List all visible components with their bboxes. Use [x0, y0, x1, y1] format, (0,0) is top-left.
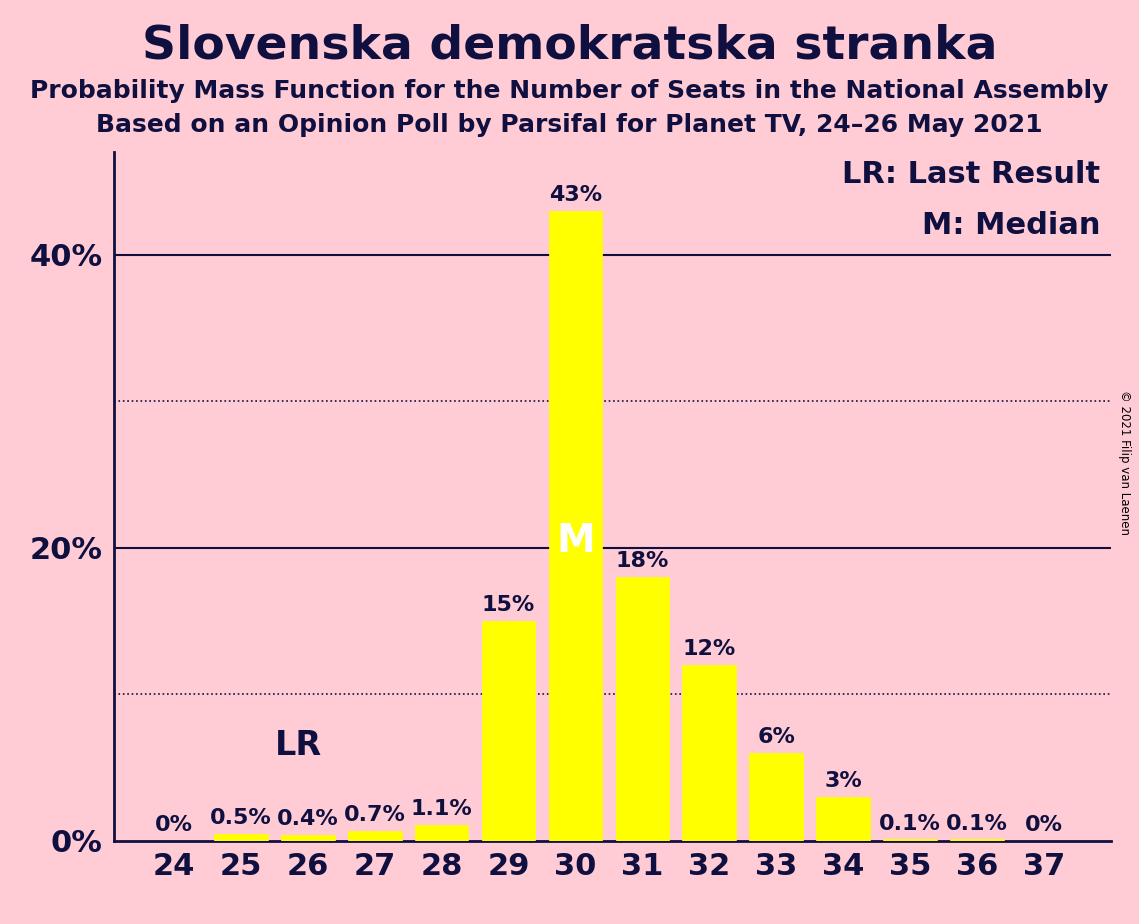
Text: 0%: 0% [155, 815, 194, 835]
Text: © 2021 Filip van Laenen: © 2021 Filip van Laenen [1118, 390, 1131, 534]
Bar [349, 831, 402, 841]
Text: 0%: 0% [1025, 815, 1063, 835]
Bar [482, 621, 535, 841]
Text: 6%: 6% [757, 727, 795, 748]
Text: 43%: 43% [549, 185, 603, 205]
Text: 12%: 12% [682, 639, 736, 659]
Text: M: Median: M: Median [921, 211, 1100, 240]
Text: 0.4%: 0.4% [277, 809, 338, 829]
Bar [214, 833, 268, 841]
Text: 0.1%: 0.1% [945, 813, 1008, 833]
Text: 18%: 18% [615, 552, 669, 571]
Text: 0.5%: 0.5% [210, 808, 272, 828]
Text: 15%: 15% [482, 595, 535, 615]
Bar [415, 825, 468, 841]
Bar [549, 211, 603, 841]
Text: Based on an Opinion Poll by Parsifal for Planet TV, 24–26 May 2021: Based on an Opinion Poll by Parsifal for… [96, 113, 1043, 137]
Bar [749, 753, 803, 841]
Text: LR: Last Result: LR: Last Result [843, 160, 1100, 188]
Bar [950, 839, 1003, 841]
Text: 1.1%: 1.1% [411, 799, 473, 819]
Text: Slovenska demokratska stranka: Slovenska demokratska stranka [141, 23, 998, 68]
Bar [817, 796, 870, 841]
Text: Probability Mass Function for the Number of Seats in the National Assembly: Probability Mass Function for the Number… [31, 79, 1108, 103]
Bar [682, 665, 736, 841]
Text: M: M [556, 521, 595, 560]
Text: 0.7%: 0.7% [344, 805, 405, 825]
Bar [883, 839, 936, 841]
Text: LR: LR [274, 729, 321, 762]
Bar [615, 578, 669, 841]
Bar [281, 835, 335, 841]
Text: 3%: 3% [825, 771, 862, 791]
Text: 0.1%: 0.1% [879, 813, 941, 833]
